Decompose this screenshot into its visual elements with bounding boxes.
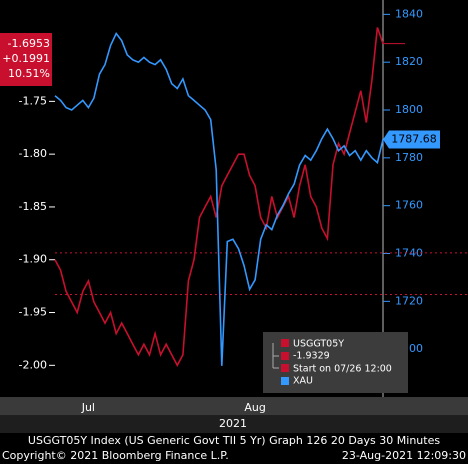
copyright: Copyright© 2021 Bloomberg Finance L.P. [2, 449, 229, 462]
timestamp: 23-Aug-2021 12:09:30 [342, 449, 466, 462]
last-box [0, 33, 52, 86]
y-tick-label: -1.90 [19, 253, 47, 266]
y-tick-label: -1.80 [19, 147, 47, 160]
x-axis-band [0, 397, 468, 415]
y-tick-label: -1.85 [19, 200, 47, 213]
last-value-y2: 1787.68 [391, 132, 437, 145]
y-tick-label: -1.75 [19, 94, 47, 107]
x-year-label: 2021 [219, 417, 247, 430]
legend-swatch [281, 352, 289, 360]
legend-swatch [281, 377, 289, 385]
y2-tick-label: 1780 [395, 151, 423, 164]
legend-start-value: -1.9329 [293, 351, 330, 362]
year-band [0, 415, 468, 433]
y-tick-label: -2.00 [19, 358, 47, 371]
legend-tree [272, 343, 279, 369]
last-value: -1.6953 [8, 37, 50, 50]
last-change-pct: 10.51% [8, 67, 50, 80]
y2-tick-label: 1800 [395, 103, 423, 116]
legend-label: XAU [293, 376, 313, 387]
series-line [54, 31, 384, 366]
legend-swatch [281, 339, 289, 347]
last-change: +0.1991 [2, 52, 50, 65]
footer-title: USGGT05Y Index (US Generic Govt TII 5 Yr… [28, 434, 440, 447]
y2-tick-label: 1820 [395, 55, 423, 68]
x-tick-label: Jul [81, 401, 95, 414]
legend-swatch [281, 364, 289, 372]
x-tick-label: Aug [244, 401, 265, 414]
y2-tick-label: 1840 [395, 7, 423, 20]
last-box-y2 [383, 130, 440, 149]
y-tick-label: -1.95 [19, 306, 47, 319]
legend-start-label: Start on 07/26 12:00 [293, 364, 392, 375]
y2-tick-label: 1760 [395, 199, 423, 212]
y2-tick-label: 1740 [395, 247, 423, 260]
legend-label: USGGT05Y [293, 339, 344, 350]
series-line [54, 27, 384, 367]
y2-tick-label: 1720 [395, 294, 423, 307]
